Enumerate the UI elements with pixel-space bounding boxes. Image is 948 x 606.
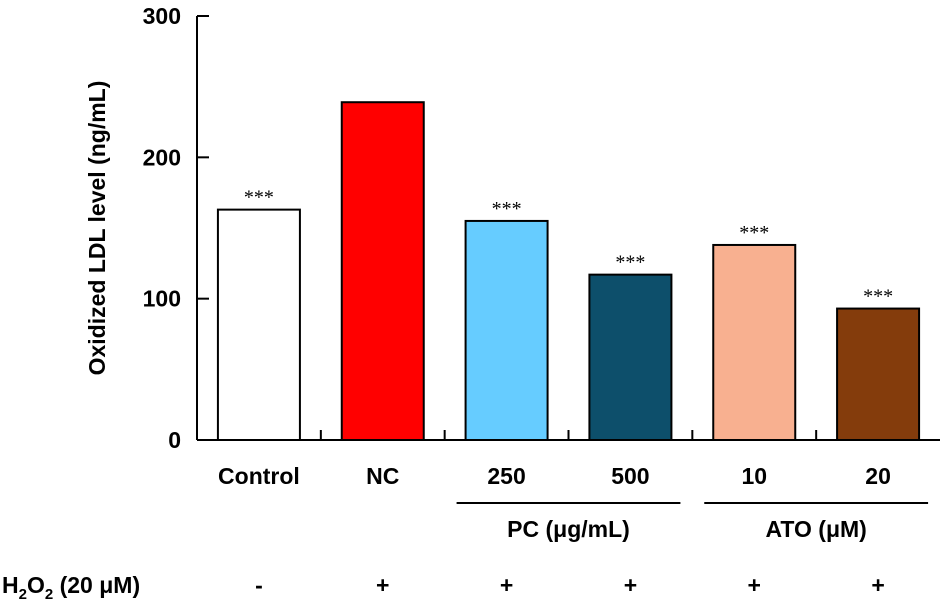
group-label: ATO (μM) bbox=[765, 516, 866, 542]
y-tick-label: 0 bbox=[168, 427, 181, 453]
category-label: 10 bbox=[741, 463, 767, 489]
treatment-value: + bbox=[624, 572, 637, 598]
bar bbox=[464, 219, 549, 441]
significance-label: *** bbox=[615, 252, 645, 274]
treatment-value: + bbox=[500, 572, 513, 598]
treatment-label: H2O2 (20 μM) bbox=[2, 572, 140, 603]
axes: 0 100 200 300 bbox=[143, 3, 940, 453]
bar bbox=[836, 307, 921, 441]
bar bbox=[712, 243, 797, 441]
group-label: PC (μg/mL) bbox=[507, 516, 630, 542]
significance-label: *** bbox=[739, 222, 769, 244]
group-labels: PC (μg/mL) ATO (μM) bbox=[456, 502, 929, 542]
category-label: 500 bbox=[611, 463, 649, 489]
treatment-value: + bbox=[871, 572, 884, 598]
significance-label: *** bbox=[492, 198, 522, 220]
bar bbox=[340, 101, 425, 441]
category-label: 20 bbox=[865, 463, 891, 489]
y-axis-label: Oxidized LDL level (ng/mL) bbox=[84, 81, 110, 376]
significance-label: *** bbox=[244, 187, 274, 209]
bar bbox=[216, 208, 301, 441]
bars: *** *** *** *** *** bbox=[216, 101, 921, 442]
significance-label: *** bbox=[863, 286, 893, 308]
y-tick-label: 300 bbox=[143, 3, 181, 29]
treatment-value: + bbox=[376, 572, 389, 598]
category-label: Control bbox=[218, 463, 300, 489]
y-tick-label: 100 bbox=[143, 286, 181, 312]
treatment-value: - bbox=[255, 572, 263, 598]
treatment-row: H2O2 (20 μM) - + + + + + bbox=[2, 572, 885, 603]
category-label: 250 bbox=[487, 463, 525, 489]
y-tick-label: 200 bbox=[143, 144, 181, 170]
category-label: NC bbox=[366, 463, 399, 489]
treatment-value: + bbox=[748, 572, 761, 598]
bar bbox=[588, 273, 673, 442]
category-labels: Control NC 250 500 10 20 bbox=[218, 463, 891, 489]
